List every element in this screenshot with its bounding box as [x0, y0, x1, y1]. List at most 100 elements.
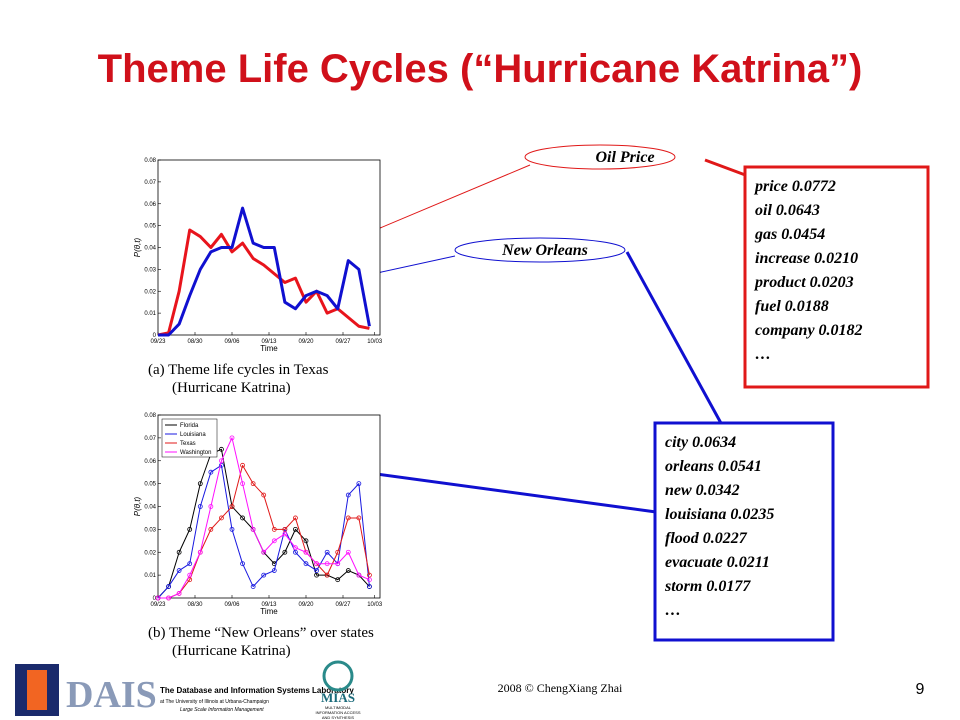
chart-caption: (Hurricane Katrina): [172, 643, 291, 659]
logo-text: MULTIMODAL: [325, 705, 352, 710]
word-entry: city 0.0634: [665, 434, 736, 451]
series-marker: [240, 561, 245, 567]
series-marker: [345, 515, 351, 521]
word-entry: storm 0.0177: [664, 578, 751, 595]
connector: [361, 470, 657, 514]
series-marker: [356, 572, 362, 578]
series-marker: [166, 584, 171, 589]
word-box: [743, 165, 930, 389]
word-entry: …: [755, 346, 771, 363]
logo-text: DAIS: [66, 674, 157, 716]
y-tick-label: 0.02: [144, 550, 156, 556]
series-line: [158, 464, 370, 599]
word-entry: product 0.0203: [753, 274, 854, 291]
series-marker: [240, 515, 245, 521]
y-tick-label: 0.08: [144, 158, 156, 164]
word-entry: louisiana 0.0235: [665, 506, 774, 523]
series-marker: [367, 584, 372, 589]
series-marker: [324, 561, 330, 567]
word-box: [653, 421, 835, 642]
x-tick-label: 08/30: [187, 339, 203, 345]
series-marker: [335, 577, 341, 583]
x-tick-label: 09/13: [261, 602, 277, 608]
series-marker: [303, 561, 309, 567]
y-tick-label: 0.03: [144, 527, 156, 533]
chart-caption: (a) Theme life cycles in Texas: [148, 362, 329, 378]
series-marker: [187, 526, 193, 532]
series-marker: [314, 561, 319, 567]
word-entry: evacuate 0.0211: [665, 554, 770, 571]
series-marker: [250, 584, 256, 589]
legend-entry: Washington: [180, 450, 211, 456]
y-tick-label: 0.01: [144, 573, 156, 579]
series-marker: [314, 572, 319, 578]
word-entry: company 0.0182: [755, 322, 863, 339]
word-entry: flood 0.0227: [665, 530, 748, 547]
y-axis-label: P(θ,t): [133, 237, 142, 257]
page-number: 9: [916, 681, 925, 698]
word-entry: orleans 0.0541: [665, 458, 762, 475]
x-tick-label: 09/20: [298, 339, 314, 345]
series-marker: [303, 538, 309, 544]
series-marker: [271, 538, 277, 544]
x-axis-label: Time: [260, 344, 278, 353]
chart-caption: (Hurricane Katrina): [172, 380, 291, 396]
callout-ellipse: [454, 237, 626, 263]
series-marker: [219, 458, 224, 464]
logo-text: at The University of Illinois at Urbana-…: [160, 699, 269, 705]
callout-label: New Orleans: [501, 242, 588, 259]
series-marker: [229, 435, 235, 441]
series-marker: [335, 549, 341, 555]
series-marker: [250, 526, 256, 532]
x-tick-label: 09/27: [335, 602, 351, 608]
series-marker: [187, 572, 193, 578]
x-tick-label: 09/23: [150, 602, 166, 608]
series-marker: [240, 462, 245, 468]
word-entry: new 0.0342: [665, 482, 740, 499]
legend-entry: Louisiana: [180, 432, 206, 438]
series-marker: [208, 469, 214, 475]
series-marker: [261, 492, 267, 498]
x-tick-label: 10/03: [367, 602, 383, 608]
series-marker: [219, 446, 224, 452]
x-tick-label: 09/23: [150, 339, 166, 345]
word-entry: fuel 0.0188: [755, 298, 829, 315]
y-tick-label: 0.07: [144, 436, 156, 442]
word-entry: …: [665, 602, 681, 619]
x-tick-label: 10/03: [367, 339, 383, 345]
legend-entry: Texas: [180, 441, 196, 447]
chart-caption: (b) Theme “New Orleans” over states: [148, 625, 374, 641]
series-marker: [367, 577, 372, 583]
series-marker: [261, 572, 267, 578]
series-marker: [345, 549, 351, 555]
series-marker: [356, 515, 362, 521]
series-marker: [324, 572, 330, 578]
series-marker: [176, 549, 182, 555]
y-tick-label: 0.06: [144, 459, 156, 465]
y-tick-label: 0.02: [144, 289, 156, 295]
logo-text: INFORMATION ACCESS: [315, 710, 360, 715]
series-marker: [345, 568, 351, 573]
word-entry: price 0.0772: [753, 178, 836, 195]
word-entry: gas 0.0454: [754, 226, 825, 243]
logo-text: MIAS: [321, 690, 355, 705]
x-tick-label: 09/06: [224, 339, 240, 345]
y-tick-label: 0.05: [144, 482, 156, 488]
logo-text: AND SYNTHESIS: [322, 715, 355, 720]
x-tick-label: 09/20: [298, 602, 314, 608]
y-tick-label: 0.04: [144, 246, 156, 252]
y-tick-label: 0.08: [144, 413, 156, 419]
series-marker: [208, 526, 214, 532]
series-marker: [271, 526, 277, 532]
x-tick-label: 09/13: [261, 339, 277, 345]
series-marker: [282, 549, 288, 555]
series-marker: [282, 531, 288, 537]
connector: [704, 158, 749, 178]
series-marker: [197, 549, 203, 555]
legend-entry: Florida: [180, 423, 199, 429]
series-marker: [367, 572, 372, 578]
series-line: [158, 206, 371, 337]
logo-mark: [27, 670, 47, 710]
series-marker: [335, 561, 341, 567]
